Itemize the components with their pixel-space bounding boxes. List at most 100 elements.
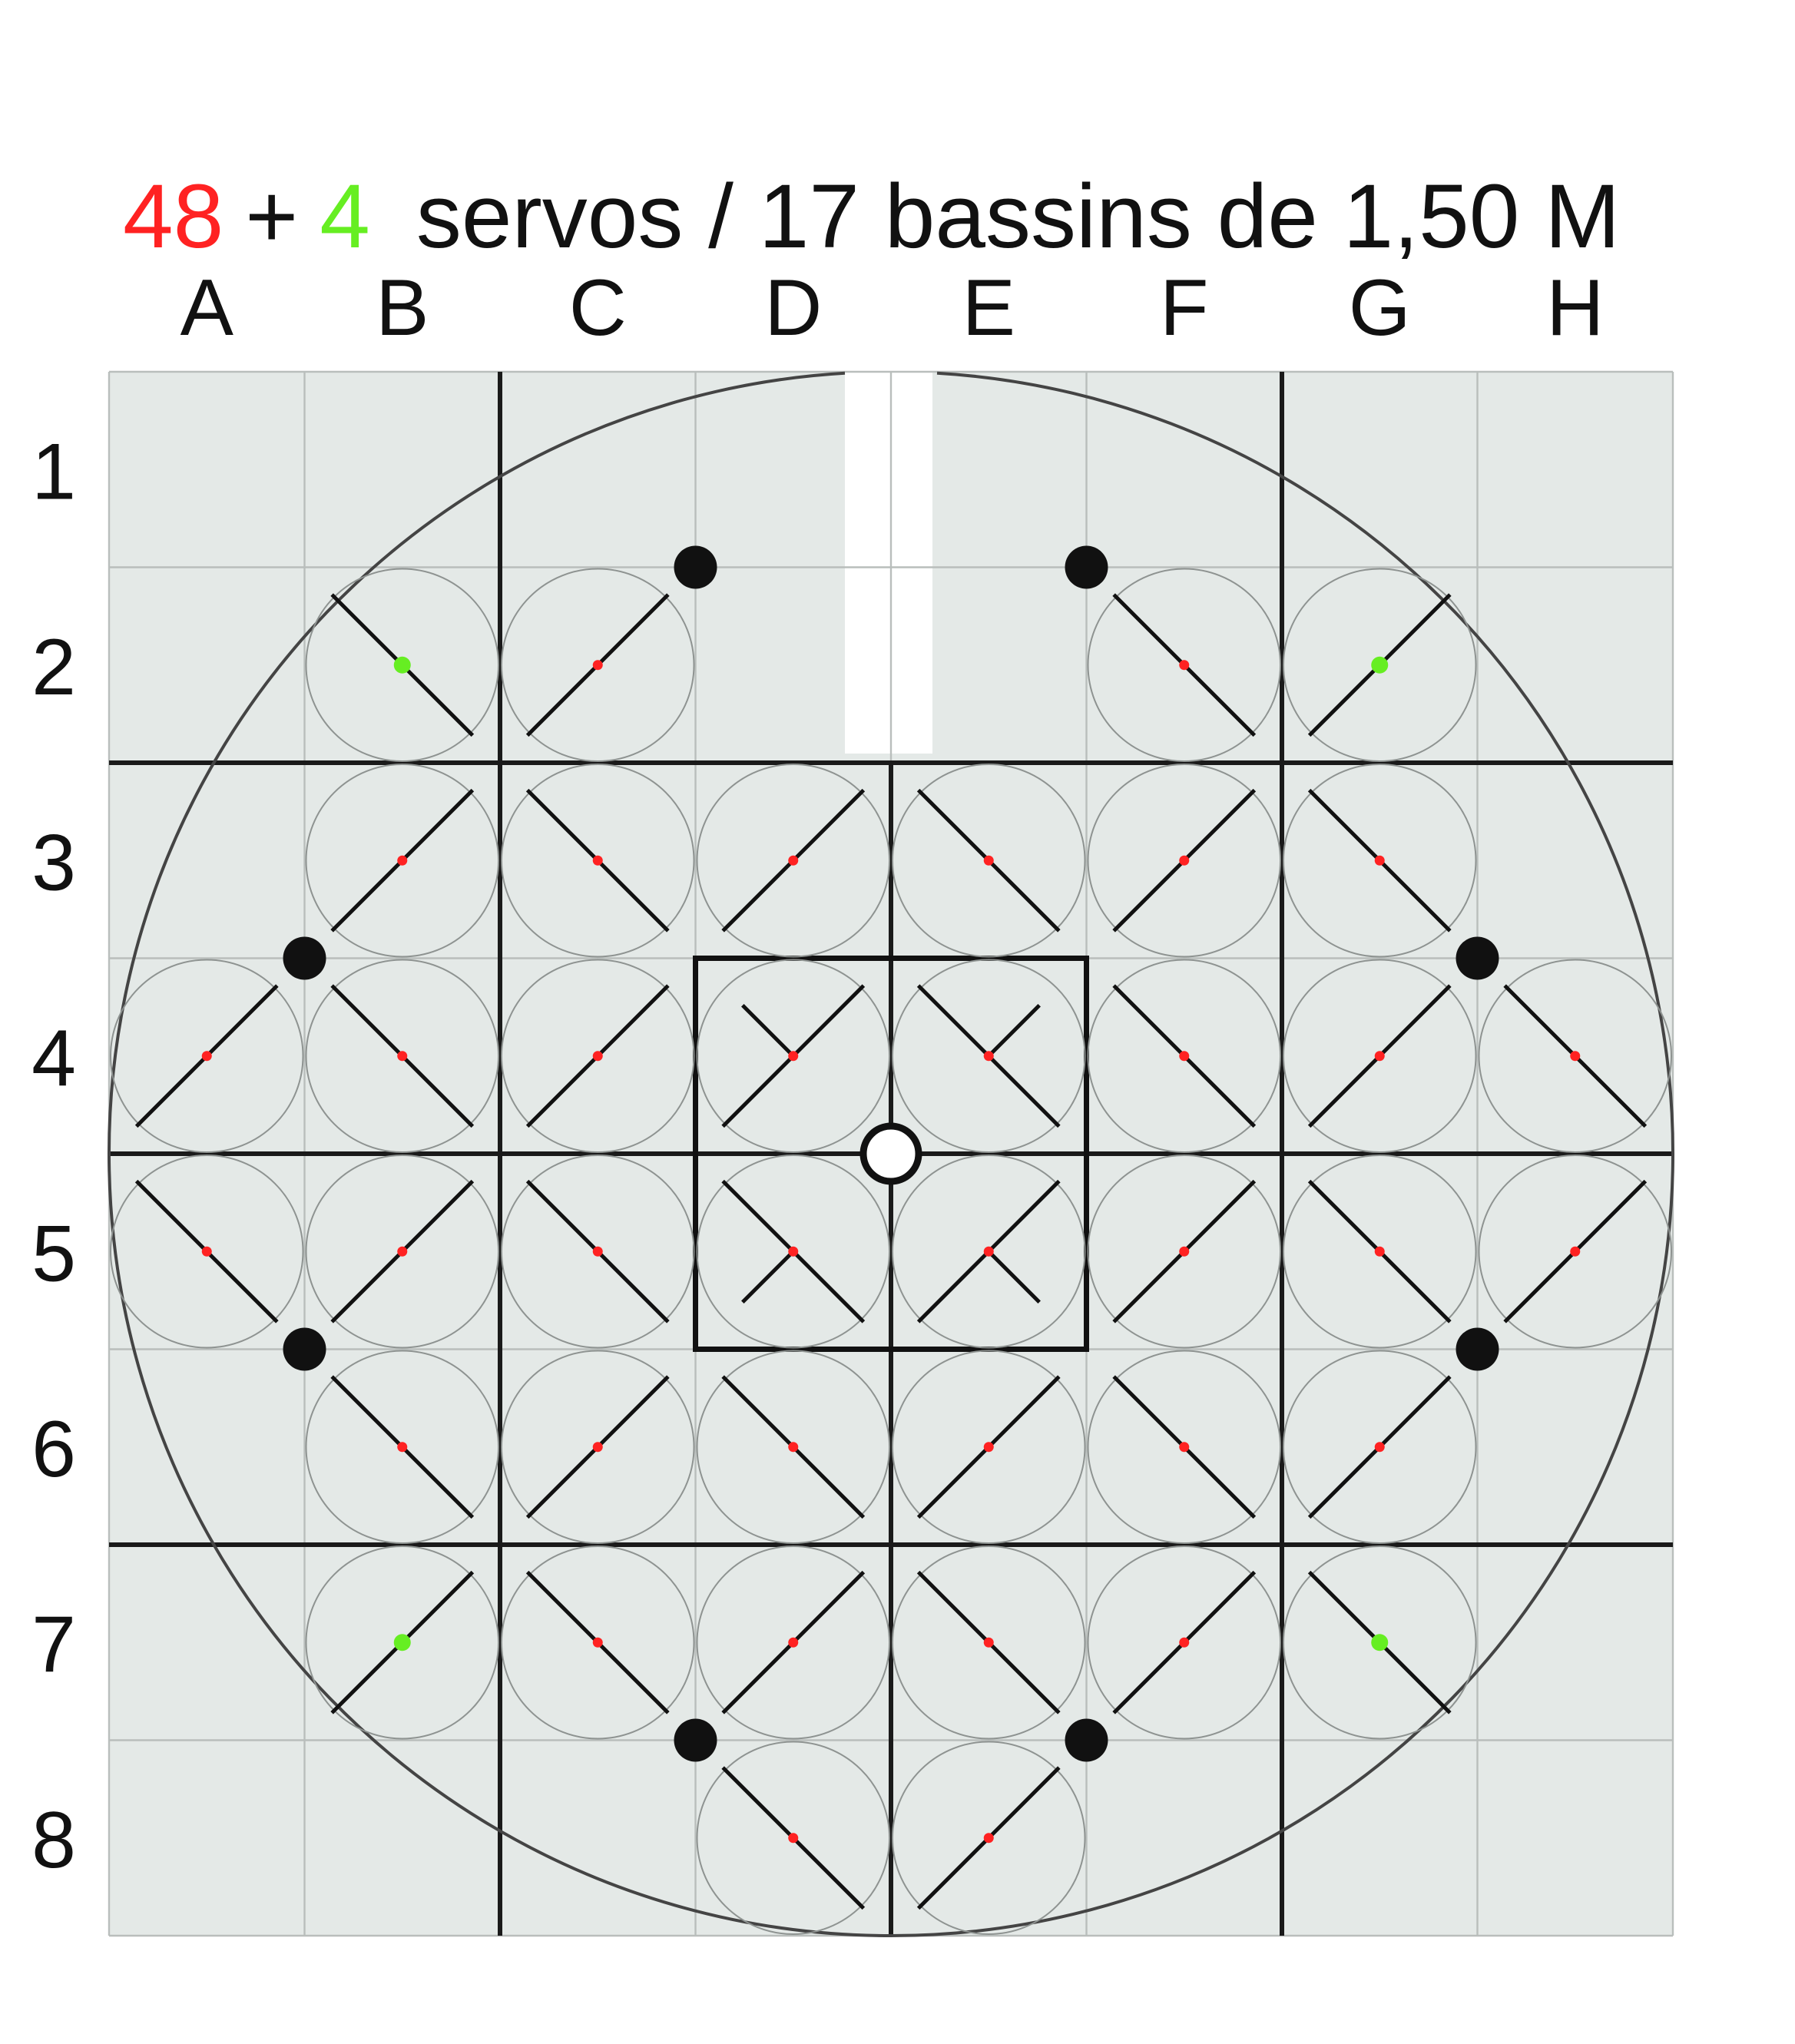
column-label-g: G xyxy=(1349,263,1411,353)
column-label-e: E xyxy=(962,263,1015,353)
servo-dot-red xyxy=(1179,855,1190,866)
title-rest: servos / 17 bassins de 1,50 M xyxy=(416,166,1621,267)
grid-layer xyxy=(108,370,1674,1938)
servo-dot-red xyxy=(1374,855,1385,866)
servo-circle xyxy=(892,1741,1086,1935)
servo-dot-red xyxy=(788,855,799,866)
central-basin-square xyxy=(693,956,1089,1352)
servo-circle xyxy=(1283,568,1477,762)
servo-dot-red xyxy=(788,1833,799,1844)
black-marker xyxy=(1456,1327,1499,1371)
outer-pool-circle xyxy=(108,371,1674,1938)
servo-dot-red xyxy=(592,1637,603,1648)
servo-circle xyxy=(501,1545,695,1740)
servo-dot-red xyxy=(1179,1051,1190,1062)
servo-dot-red xyxy=(1179,1442,1190,1453)
servo-circle xyxy=(1478,1155,1672,1349)
servo-circle xyxy=(696,1741,890,1935)
servo-dot-red xyxy=(201,1246,212,1257)
servo-dot-red xyxy=(788,1051,799,1062)
servo-dot-red xyxy=(1374,1051,1385,1062)
servo-dot-green xyxy=(393,656,411,674)
servo-dot-red xyxy=(592,1051,603,1062)
row-label-4: 4 xyxy=(31,1014,76,1103)
servo-circle xyxy=(501,1155,695,1349)
servo-dot-red xyxy=(1570,1051,1581,1062)
servo-circle xyxy=(1087,1545,1281,1740)
black-marker xyxy=(283,936,326,980)
row-label-1: 1 xyxy=(31,427,76,516)
black-marker xyxy=(1065,1718,1108,1762)
servo-circle xyxy=(892,959,1086,1153)
servo-circle xyxy=(1087,1155,1281,1349)
column-label-c: C xyxy=(569,263,627,353)
servo-dot-green xyxy=(1371,1634,1389,1651)
servo-circle xyxy=(110,959,304,1153)
servo-circle xyxy=(892,1545,1086,1740)
black-marker xyxy=(1456,936,1499,980)
servo-dots-layer xyxy=(201,656,1581,1844)
servo-dot-red xyxy=(983,1051,994,1062)
servo-circle xyxy=(1283,1545,1477,1740)
black-marker xyxy=(674,545,717,589)
servo-circle xyxy=(1283,959,1477,1153)
row-label-3: 3 xyxy=(31,818,76,907)
servo-circle xyxy=(305,764,499,958)
servo-dot-green xyxy=(1371,656,1389,674)
servo-circle xyxy=(696,1350,890,1544)
black-marker xyxy=(1065,545,1108,589)
column-label-f: F xyxy=(1160,263,1209,353)
title-count-green: 4 xyxy=(320,166,370,267)
servo-dot-red xyxy=(592,1246,603,1257)
markers-layer xyxy=(283,545,1499,1762)
servo-circle xyxy=(501,959,695,1153)
servo-circle xyxy=(892,1155,1086,1349)
black-marker xyxy=(674,1718,717,1762)
servo-circle xyxy=(892,1350,1086,1544)
servo-dot-red xyxy=(1374,1442,1385,1453)
column-label-b: B xyxy=(376,263,429,353)
servo-blade-extra xyxy=(987,1004,1041,1058)
servo-dot-red xyxy=(397,1051,408,1062)
servo-circle xyxy=(892,764,1086,958)
servo-circle xyxy=(305,568,499,762)
row-label-8: 8 xyxy=(31,1796,76,1885)
servo-circle xyxy=(1087,568,1281,762)
servo-circle xyxy=(501,764,695,958)
column-labels: A B C D E F G H xyxy=(180,263,1605,353)
servo-circle xyxy=(696,764,890,958)
servo-circle xyxy=(501,568,695,762)
servo-circle xyxy=(305,1350,499,1544)
servo-circle xyxy=(1283,1350,1477,1544)
servo-dot-red xyxy=(983,1637,994,1648)
servo-dot-green xyxy=(393,1634,411,1651)
servo-dot-red xyxy=(1179,1637,1190,1648)
black-marker xyxy=(283,1327,326,1371)
servo-circle xyxy=(1087,764,1281,958)
servo-circle xyxy=(696,959,890,1153)
servo-dot-red xyxy=(397,1246,408,1257)
title-plus: + xyxy=(245,166,298,267)
servo-circle xyxy=(696,1155,890,1349)
servo-dot-red xyxy=(788,1442,799,1453)
servo-dot-red xyxy=(1570,1246,1581,1257)
servo-circle xyxy=(1478,959,1672,1153)
servo-blade-extra xyxy=(741,1250,795,1304)
servo-dot-red xyxy=(397,855,408,866)
servo-circles-layer xyxy=(110,568,1672,1935)
servo-circle xyxy=(305,1545,499,1740)
servo-dot-red xyxy=(1179,660,1190,671)
servo-dot-red xyxy=(983,1442,994,1453)
row-labels: 1 2 3 4 5 6 7 8 xyxy=(31,427,76,1885)
servo-dot-red xyxy=(983,1833,994,1844)
center-marker xyxy=(859,1122,922,1185)
servo-dot-red xyxy=(788,1246,799,1257)
column-label-h: H xyxy=(1546,263,1604,353)
row-label-2: 2 xyxy=(31,623,76,712)
servo-dot-red xyxy=(592,660,603,671)
servo-dot-red xyxy=(592,1442,603,1453)
row-label-6: 6 xyxy=(31,1405,76,1494)
servo-dot-red xyxy=(201,1051,212,1062)
